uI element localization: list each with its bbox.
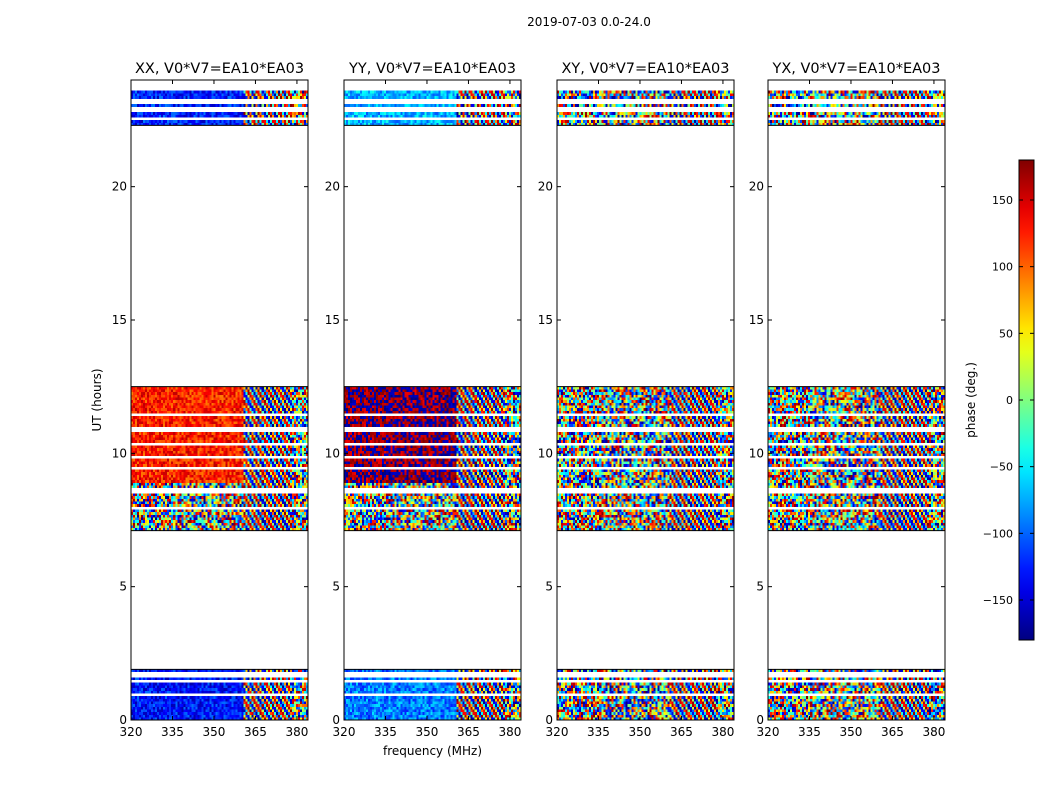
y-tick-label: 5 <box>332 580 340 594</box>
y-tick-label: 0 <box>119 713 127 727</box>
x-tick-label: 365 <box>457 725 480 739</box>
x-axis-label: frequency (MHz) <box>383 744 482 758</box>
x-tick-label: 335 <box>798 725 821 739</box>
x-tick-label: 350 <box>416 725 439 739</box>
x-tick-label: 320 <box>546 725 569 739</box>
y-axis-label: UT (hours) <box>90 368 104 431</box>
axes-frame <box>130 79 309 721</box>
x-tick-label: 320 <box>757 725 780 739</box>
colorbar-tick-label: 150 <box>992 194 1013 207</box>
axes-frame <box>556 79 735 721</box>
figure-title: 2019-07-03 0.0-24.0 <box>527 15 651 29</box>
y-tick-label: 0 <box>545 713 553 727</box>
y-tick-label: 10 <box>112 446 127 460</box>
panel-title: YY, V0*V7=EA10*EA03 <box>348 61 516 77</box>
colorbar-tick-label: −100 <box>983 527 1013 540</box>
y-tick-label: 0 <box>756 713 764 727</box>
panels: 320 335 350 365 380 0 5 10 15 20 XX, V0*V7=EA10*EA… <box>90 61 946 758</box>
axes-frame <box>767 79 946 721</box>
y-tick-label: 20 <box>538 180 553 194</box>
y-tick-label: 10 <box>538 446 553 460</box>
y-tick-label: 5 <box>756 580 764 594</box>
panel-2: 320 335 350 365 380 0 5 10 15 20 XY, V0*V7=EA10*EA… <box>538 61 735 739</box>
x-tick-label: 380 <box>498 725 521 739</box>
y-tick-label: 10 <box>749 446 764 460</box>
y-tick-label: 15 <box>538 313 553 327</box>
x-tick-label: 365 <box>244 725 267 739</box>
panel-title: YX, V0*V7=EA10*EA03 <box>771 61 940 77</box>
x-tick-label: 335 <box>161 725 184 739</box>
colorbar: −150 −100 −50 0 50 100 150 phase (deg.) <box>964 159 1035 641</box>
colorbar-tick-label: −50 <box>990 461 1013 474</box>
heatmap-cells <box>344 90 522 721</box>
y-tick-label: 20 <box>112 180 127 194</box>
x-tick-label: 365 <box>881 725 904 739</box>
y-tick-label: 0 <box>332 713 340 727</box>
x-tick-label: 380 <box>711 725 734 739</box>
x-tick-label: 380 <box>922 725 945 739</box>
heatmap-cells <box>131 90 309 721</box>
heatmap-cells <box>557 90 735 721</box>
x-tick-label: 365 <box>670 725 693 739</box>
x-tick-label: 320 <box>120 725 143 739</box>
x-tick-label: 335 <box>374 725 397 739</box>
y-tick-label: 15 <box>325 313 340 327</box>
x-tick-label: 350 <box>629 725 652 739</box>
colorbar-tick-label: 100 <box>992 261 1013 274</box>
colorbar-tick-label: 50 <box>999 327 1013 340</box>
y-tick-label: 5 <box>119 580 127 594</box>
panel-title: XY, V0*V7=EA10*EA03 <box>561 61 729 77</box>
x-tick-label: 350 <box>840 725 863 739</box>
panel-0: 320 335 350 365 380 0 5 10 15 20 XX, V0*V7=EA10*EA… <box>90 61 309 739</box>
x-tick-label: 350 <box>203 725 226 739</box>
y-tick-label: 20 <box>749 180 764 194</box>
colorbar-tick-label: 0 <box>1006 394 1013 407</box>
y-tick-label: 15 <box>749 313 764 327</box>
x-tick-label: 335 <box>587 725 610 739</box>
y-tick-label: 5 <box>545 580 553 594</box>
colorbar-tick-label: −150 <box>983 594 1013 607</box>
panel-title: XX, V0*V7=EA10*EA03 <box>135 61 304 77</box>
x-tick-label: 320 <box>333 725 356 739</box>
panel-1: 320 335 350 365 380 0 5 10 15 20 YY, V0*V7=EA10*EA… <box>325 61 522 758</box>
axes-frame <box>343 79 522 721</box>
panel-3: 320 335 350 365 380 0 5 10 15 20 YX, V0*V7=EA10*EA… <box>749 61 946 739</box>
x-tick-label: 380 <box>285 725 308 739</box>
y-tick-label: 15 <box>112 313 127 327</box>
y-tick-label: 10 <box>325 446 340 460</box>
colorbar-label: phase (deg.) <box>964 362 978 438</box>
heatmap-cells <box>768 90 946 721</box>
y-tick-label: 20 <box>325 180 340 194</box>
